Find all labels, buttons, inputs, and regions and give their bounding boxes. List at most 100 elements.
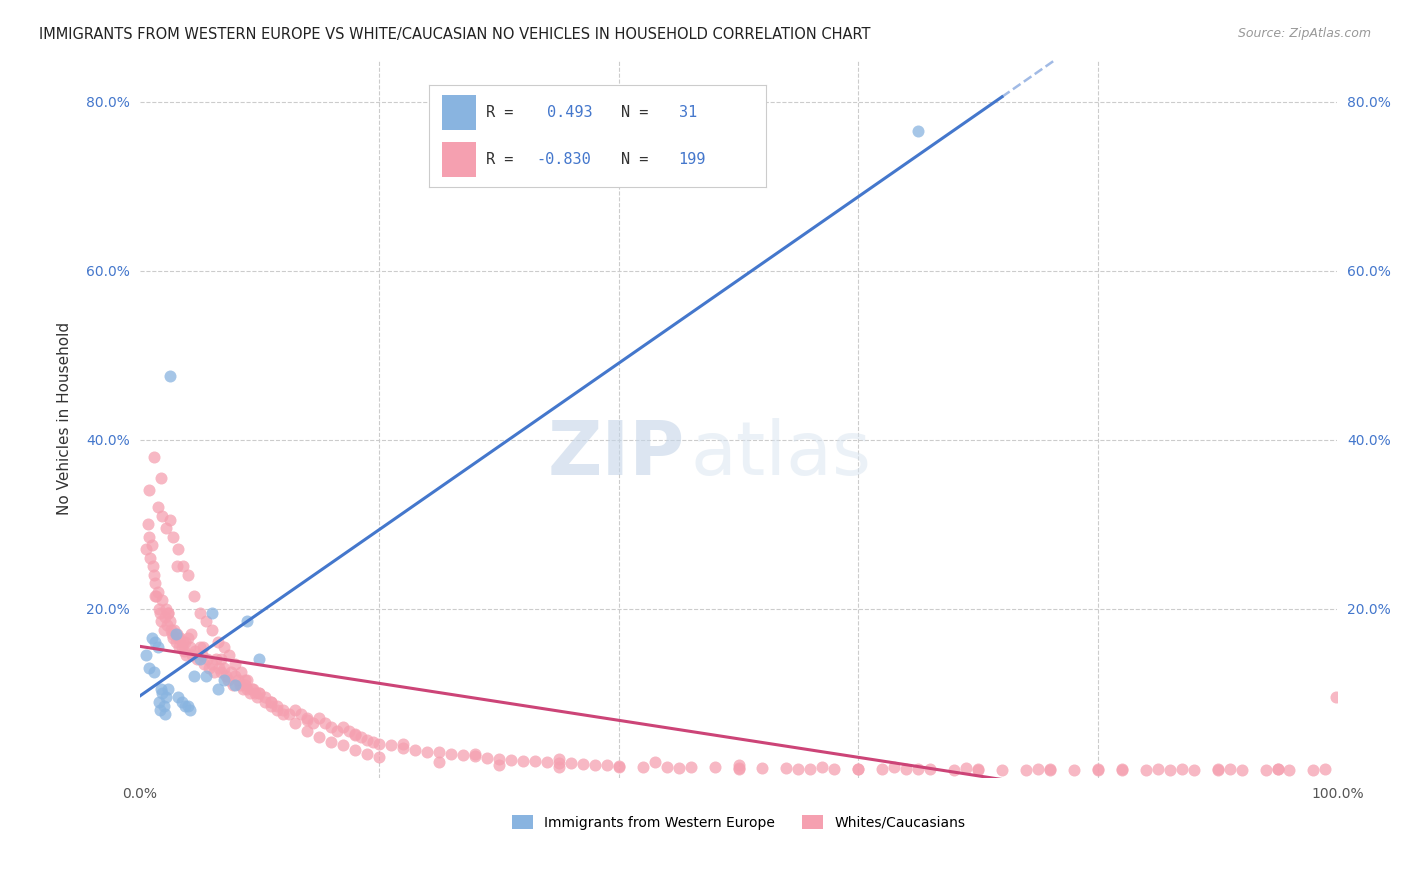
Text: Source: ZipAtlas.com: Source: ZipAtlas.com [1237, 27, 1371, 40]
Point [547, 759, 569, 773]
Point [176, 698, 198, 713]
Point [207, 681, 229, 696]
Point [152, 508, 174, 523]
Point [157, 606, 180, 620]
Point [167, 542, 190, 557]
Point [188, 606, 211, 620]
Point [1111, 763, 1133, 777]
Point [1254, 763, 1277, 777]
Point [135, 648, 157, 662]
Point [727, 757, 749, 772]
Point [350, 730, 373, 744]
Point [215, 669, 238, 683]
Point [427, 745, 450, 759]
Text: IMMIGRANTS FROM WESTERN EUROPE VS WHITE/CAUCASIAN NO VEHICLES IN HOUSEHOLD CORRE: IMMIGRANTS FROM WESTERN EUROPE VS WHITE/… [39, 27, 870, 42]
Point [297, 711, 319, 725]
Point [284, 703, 307, 717]
Point [392, 737, 415, 751]
Point [392, 741, 415, 756]
Point [883, 760, 905, 774]
Point [308, 730, 330, 744]
Point [194, 669, 217, 683]
Point [488, 757, 510, 772]
Point [208, 661, 231, 675]
Point [159, 513, 181, 527]
Point [560, 756, 582, 771]
Point [631, 759, 654, 773]
Point [344, 742, 367, 756]
Text: N =: N = [621, 105, 658, 120]
Point [179, 703, 201, 717]
Point [332, 739, 354, 753]
Point [1039, 763, 1062, 777]
Point [200, 657, 222, 671]
Point [143, 567, 166, 582]
Point [212, 640, 235, 654]
Point [143, 576, 166, 591]
Point [907, 762, 929, 776]
Point [172, 635, 194, 649]
Point [138, 530, 160, 544]
Point [523, 755, 546, 769]
Point [273, 707, 295, 722]
Point [212, 673, 235, 688]
Point [233, 673, 256, 688]
Point [967, 763, 990, 777]
Point [174, 635, 197, 649]
Point [163, 623, 186, 637]
Legend: Immigrants from Western Europe, Whites/Caucasians: Immigrants from Western Europe, Whites/C… [506, 809, 972, 835]
Point [260, 694, 283, 708]
Point [184, 644, 207, 658]
Point [165, 635, 187, 649]
Point [727, 762, 749, 776]
Point [326, 724, 349, 739]
Point [440, 747, 463, 761]
Point [273, 703, 295, 717]
Point [159, 614, 181, 628]
Point [162, 530, 184, 544]
Point [166, 559, 188, 574]
Point [136, 517, 159, 532]
Point [135, 542, 157, 557]
Point [1170, 762, 1192, 776]
Point [1111, 762, 1133, 776]
Point [583, 757, 606, 772]
Point [356, 747, 378, 761]
Point [236, 681, 259, 696]
Point [811, 759, 834, 773]
Point [162, 631, 184, 645]
Point [703, 760, 725, 774]
Point [172, 559, 194, 574]
Point [219, 665, 242, 679]
Point [266, 703, 288, 717]
Point [145, 589, 167, 603]
Point [191, 640, 214, 654]
Point [149, 703, 172, 717]
FancyBboxPatch shape [443, 95, 477, 130]
Point [222, 678, 245, 692]
Point [1087, 762, 1109, 776]
Point [188, 652, 211, 666]
Point [180, 627, 202, 641]
Point [607, 758, 630, 772]
Point [321, 735, 343, 749]
Point [499, 753, 522, 767]
Point [1267, 762, 1289, 776]
Point [572, 757, 595, 772]
Point [202, 665, 225, 679]
Point [1278, 763, 1301, 777]
Point [224, 657, 246, 671]
Y-axis label: No Vehicles in Household: No Vehicles in Household [58, 322, 72, 515]
Point [967, 762, 990, 776]
Point [332, 720, 354, 734]
Point [156, 618, 179, 632]
Point [174, 698, 197, 713]
Point [191, 648, 214, 662]
Point [1063, 763, 1085, 777]
Point [356, 732, 378, 747]
Point [200, 606, 222, 620]
Point [224, 678, 246, 692]
Point [404, 742, 426, 756]
Point [148, 601, 170, 615]
Point [536, 756, 558, 770]
